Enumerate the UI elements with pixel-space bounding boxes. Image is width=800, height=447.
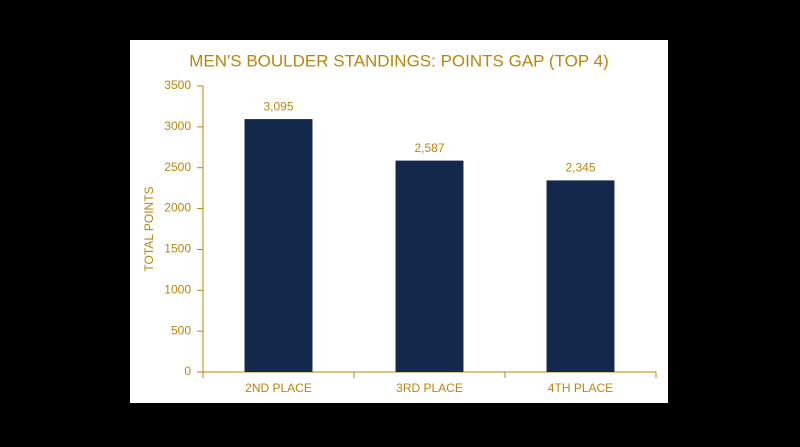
y-axis-label: TOTAL POINTS [142, 186, 156, 271]
y-tick-label: 2000 [164, 201, 191, 215]
y-tick-label: 0 [184, 364, 191, 378]
y-tick-label: 3500 [164, 78, 191, 92]
y-tick-label: 1500 [164, 242, 191, 256]
data-label: 2,587 [414, 141, 444, 155]
x-tick-label: 3RD PLACE [396, 381, 463, 395]
y-tick-label: 2500 [164, 160, 191, 174]
y-tick-label: 3000 [164, 119, 191, 133]
x-tick-label: 2ND PLACE [245, 381, 312, 395]
y-tick-label: 500 [171, 323, 191, 337]
x-tick-label: 4TH PLACE [548, 381, 613, 395]
bar [546, 180, 615, 372]
bar [244, 119, 313, 372]
chart-title: MEN'S BOULDER STANDINGS: POINTS GAP (TOP… [189, 51, 609, 70]
bar [395, 160, 464, 372]
data-label: 3,095 [263, 99, 293, 113]
data-label: 2,345 [565, 161, 595, 175]
y-tick-label: 1000 [164, 282, 191, 296]
